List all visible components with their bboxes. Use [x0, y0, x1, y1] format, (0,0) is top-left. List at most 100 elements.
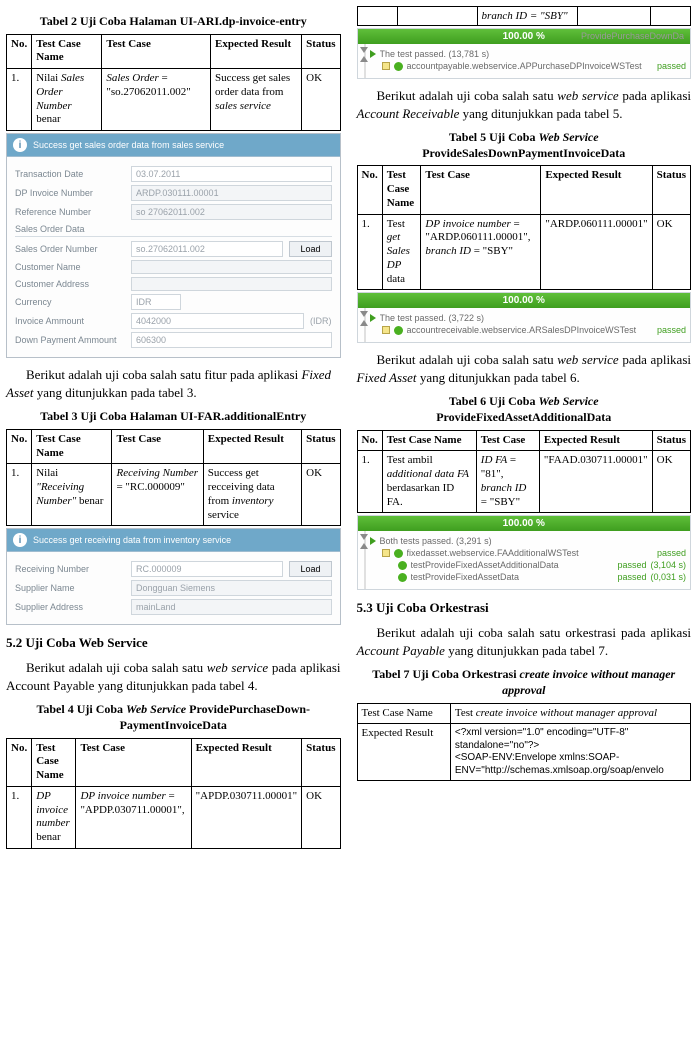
form-row: Receiving Number RC.000009 Load	[15, 561, 332, 577]
paragraph: Berikut adalah uji coba salah satu orkes…	[357, 624, 692, 659]
cell-status: OK	[652, 214, 690, 290]
form-body: Receiving Number RC.000009 Load Supplier…	[7, 552, 340, 624]
tree-line: Both tests passed. (3,291 s)	[370, 536, 687, 546]
input-customer-address[interactable]	[131, 277, 332, 291]
input-supplier-address[interactable]: mainLand	[131, 599, 332, 615]
input-so-number[interactable]: so.27062011.002	[131, 241, 283, 257]
cell-tc: Receiving Number = "RC.000009"	[112, 464, 203, 526]
txt-it: Sales Order	[106, 72, 158, 84]
cell-status: OK	[652, 451, 690, 513]
label-so-number: Sales Order Number	[15, 244, 125, 254]
info-icon: i	[13, 533, 27, 547]
play-icon	[370, 314, 376, 322]
paragraph: Berikut adalah uji coba salah satu web s…	[6, 659, 341, 694]
txt: Tabel 4 Uji Coba	[36, 702, 126, 716]
form-row: Transaction Date 03.07.2011	[15, 166, 332, 182]
arrow-down-icon[interactable]	[360, 311, 368, 317]
th-tc: Test Case	[476, 430, 539, 451]
cell-tcname: Test ambil additional data FA berdasarka…	[382, 451, 476, 513]
input-transaction-date[interactable]: 03.07.2011	[131, 166, 332, 182]
input-customer-name[interactable]	[131, 260, 332, 274]
table6: No. Test Case Name Test Case Expected Re…	[357, 430, 692, 514]
input-dp-amount[interactable]: 606300	[131, 332, 332, 348]
txt: Test ambil	[387, 454, 433, 466]
label-invoice-amount: Invoice Ammount	[15, 316, 125, 326]
cell-no: 1.	[7, 464, 32, 526]
play-icon	[370, 50, 376, 58]
table7: Test Case Name Test create invoice witho…	[357, 703, 692, 782]
tree-line: testProvideFixedAssetData passed (0,031 …	[370, 572, 687, 582]
result-tree: The test passed. (3,722 s) accountreceiv…	[364, 308, 691, 342]
cell-status: OK	[302, 786, 340, 848]
panel-title: Sales Order Data	[15, 224, 332, 237]
input-dp-invoice[interactable]: ARDP.030111.00001	[131, 185, 332, 201]
input-currency[interactable]: IDR	[131, 294, 181, 310]
txt-it: ID FA	[481, 454, 507, 466]
th-no: No.	[7, 429, 32, 464]
arrow-down-icon[interactable]	[360, 47, 368, 53]
load-button[interactable]: Load	[289, 241, 331, 257]
ok-icon	[398, 573, 407, 582]
form-row: Down Payment Ammount 606300	[15, 332, 332, 348]
th-status: Status	[652, 166, 690, 214]
txt: berdasarkan ID FA.	[387, 482, 455, 508]
table3-caption: Tabel 3 Uji Coba Halaman UI-FAR.addition…	[6, 409, 341, 425]
left-column: Tabel 2 Uji Coba Halaman UI-ARI.dp-invoi…	[6, 6, 341, 849]
txt-it: get Sales DP	[387, 231, 410, 271]
nav-controls[interactable]	[360, 534, 368, 549]
th-exp: Expected Result	[191, 738, 301, 786]
progress-bar: 100.00 %	[358, 293, 691, 308]
cell-status: OK	[302, 69, 340, 131]
th-tc: Test Case	[421, 166, 541, 214]
table6-caption: Tabel 6 Uji Coba Web Service ProvideFixe…	[357, 394, 692, 425]
table-header-row: No. Test Case Name Test Case Expected Re…	[357, 430, 691, 451]
cell-status: OK	[302, 464, 340, 526]
section-5-2-heading: 5.2 Uji Coba Web Service	[6, 635, 341, 651]
arrow-up-icon[interactable]	[360, 543, 368, 549]
input-reference[interactable]: so 27062011.002	[131, 204, 332, 220]
play-icon	[370, 537, 376, 545]
th-exp: Expected Result	[203, 429, 301, 464]
cell-val: Test create invoice without manager appr…	[450, 703, 690, 724]
table-row: Expected Result <?xml version="1.0" enco…	[357, 724, 691, 781]
arrow-up-icon[interactable]	[360, 56, 368, 62]
paragraph: Berikut adalah uji coba salah satu web s…	[357, 87, 692, 122]
txt: Tabel 7 Uji Coba Orkestrasi	[372, 667, 519, 681]
label-dp-amount: Down Payment Ammount	[15, 335, 125, 345]
th-status: Status	[302, 429, 340, 464]
txt-it: DP invoice number	[425, 218, 510, 230]
pass-text: The test passed. (13,781 s)	[380, 49, 687, 59]
th-no: No.	[7, 738, 32, 786]
label-supplier-address: Supplier Address	[15, 602, 125, 612]
cell-exp: Success get recceiving data from invento…	[203, 464, 301, 526]
input-supplier-name[interactable]: Dongguan Siemens	[131, 580, 332, 596]
package-name: accountreceivable.webservice.ARSalesDPIn…	[407, 325, 653, 335]
txt: = "SBY"	[481, 496, 520, 508]
th-no: No.	[357, 430, 382, 451]
info-icon: i	[13, 138, 27, 152]
nav-controls[interactable]	[360, 311, 368, 326]
input-receiving-number[interactable]: RC.000009	[131, 561, 283, 577]
txt: Test	[455, 707, 476, 719]
th-exp: Expected Result	[211, 34, 302, 69]
passed-label: passed	[617, 572, 646, 582]
arrow-down-icon[interactable]	[360, 534, 368, 540]
pass-text: The test passed. (3,722 s)	[380, 313, 687, 323]
input-invoice-amount[interactable]: 4042000	[131, 313, 304, 329]
test-runner-ar: 100.00 % The test passed. (3,722 s) acco…	[357, 292, 692, 343]
label-receiving-number: Receiving Number	[15, 564, 125, 574]
nav-controls[interactable]	[360, 47, 368, 62]
screenshot-receiving: i Success get receiving data from invent…	[6, 528, 341, 625]
truncated-trail: ProvidePurchaseDownDa	[581, 31, 688, 41]
txt-it: create invoice without manager approval	[502, 667, 675, 697]
package-icon	[382, 62, 390, 70]
txt: Test	[387, 218, 405, 230]
arrow-up-icon[interactable]	[360, 320, 368, 326]
table4-caption: Tabel 4 Uji Coba Web Service ProvidePurc…	[6, 702, 341, 733]
load-button[interactable]: Load	[289, 561, 331, 577]
txt-it: Web Service	[538, 130, 598, 144]
test-name: testProvideFixedAssetAdditionalData	[411, 560, 614, 570]
table-row: 1. Test ambil additional data FA berdasa…	[357, 451, 691, 513]
cell-head: Expected Result	[357, 724, 450, 781]
txt: Nilai	[36, 72, 61, 84]
